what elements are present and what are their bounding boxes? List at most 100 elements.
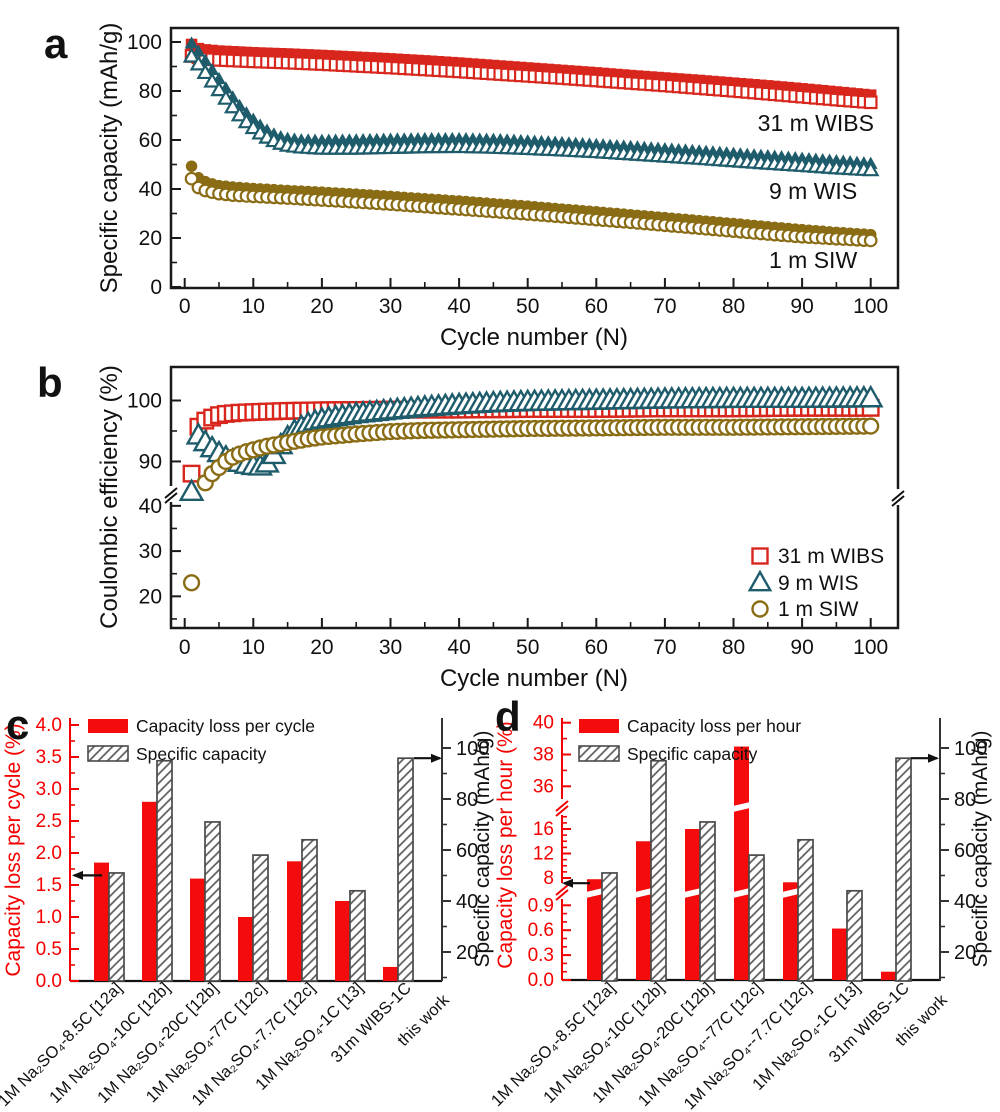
31-m-wibs-charge-marker [796, 83, 808, 95]
31-m-wibs-charge-marker [617, 69, 630, 81]
right-tick-label: 60 [456, 840, 478, 862]
31-m-wibs-charge-marker [432, 55, 445, 68]
y-tick-label: 30 [139, 540, 162, 563]
31-m-wibs-charge-marker [666, 72, 678, 85]
x-tick-label: 20 [310, 295, 333, 318]
31-m-wibs-charge-marker [508, 61, 520, 73]
31-m-wibs-charge-marker [398, 53, 410, 66]
31-m-wibs-discharge-marker [863, 95, 878, 110]
31-m-wibs-charge-marker [563, 65, 575, 77]
left-tick-label: 2.5 [36, 811, 62, 832]
31-m-wibs-charge-marker [515, 61, 527, 74]
capacity-bar-0 [601, 872, 618, 982]
left-tick-label: 4.0 [36, 715, 62, 736]
31-m-wibs-charge-marker [755, 79, 767, 92]
x-tick-label: 40 [447, 636, 470, 659]
axis-break-slash [164, 487, 178, 499]
capacity-bar-3 [748, 854, 765, 982]
bars [94, 757, 414, 982]
31-m-wibs-charge-marker [384, 53, 397, 65]
axis-break-slash [555, 805, 569, 817]
31-m-wibs-charge-marker [727, 77, 740, 89]
loss-bar-2 [685, 829, 700, 980]
31-m-wibs-charge-marker [864, 89, 877, 101]
legend-1-m-siw-label: 1 m SIW [778, 598, 859, 621]
panel-a-letter: a [44, 20, 68, 67]
left-tick-label: 3.0 [36, 779, 62, 800]
x-tick-label: 80 [722, 295, 745, 318]
bar-break-gap [635, 888, 652, 898]
capacity-bar-4 [301, 838, 318, 982]
31-m-wibs-charge-marker [638, 70, 651, 83]
31-m-wibs-charge-marker [391, 53, 404, 66]
31-m-wibs-charge-marker [254, 47, 266, 59]
capacity-bar-0 [108, 872, 125, 982]
31-m-wibs-charge-marker [439, 56, 452, 68]
31-m-wibs-charge-marker [295, 48, 308, 61]
x-tick-label: 100 [853, 295, 888, 318]
31-m-wibs-charge-marker [762, 80, 774, 92]
right-axis-arrow-head [431, 753, 442, 763]
x-tick-label: 0 [179, 636, 191, 659]
loss-bar-4 [783, 882, 798, 980]
31-m-wibs-charge-marker [597, 67, 609, 80]
31-m-wibs-charge-marker [604, 68, 616, 80]
31-m-wibs-charge-marker [851, 88, 863, 100]
31-m-wibs-charge-marker [233, 46, 246, 58]
31-m-wibs-charge-marker [494, 60, 507, 72]
legend-hatched-label: Specific capacity [627, 744, 758, 764]
31-m-wibs-charge-marker [316, 49, 328, 62]
bars [586, 746, 912, 982]
x-tick-label: 90 [790, 295, 813, 318]
axis-break-slash [555, 800, 569, 812]
9-m-wis-discharge-marker [244, 118, 263, 135]
series-annotation-9-m-wis: 9 m WIS [769, 178, 857, 204]
legend-hatched-swatch [578, 745, 620, 762]
31-m-wibs-charge-marker [775, 81, 788, 93]
9-m-wis-discharge-marker [210, 80, 228, 97]
x-tick-label: 10 [242, 295, 265, 318]
31-m-wibs-charge-marker [364, 52, 376, 64]
x-tick-label: 40 [447, 295, 470, 318]
y-axis-title: Coulombic efficiency (%) [96, 365, 123, 629]
31-m-wibs-charge-marker [707, 75, 719, 88]
31-m-wibs-charge-marker [206, 44, 218, 57]
right-axis-arrow-head [928, 753, 939, 763]
right-axis-title: Specific capacity (mAh/g) [471, 731, 494, 968]
y-tick-label: 0 [150, 276, 162, 299]
31-m-wibs-charge-marker [844, 87, 856, 100]
right-tick-label: 100 [456, 738, 489, 760]
31-m-wibs-charge-marker [631, 70, 644, 82]
axis-break-slash [891, 490, 905, 502]
capacity-bar-2 [699, 821, 716, 982]
31-m-wibs-charge-marker [535, 63, 548, 75]
31-m-wibs-charge-marker [816, 84, 829, 97]
panel-a-series-1-m-siw [184, 160, 878, 248]
9-m-wis-discharge-marker [237, 112, 256, 129]
bar-break-gap [733, 802, 750, 812]
capacity-bar-5 [846, 889, 863, 982]
9-m-wis-efficiency-marker [178, 478, 205, 502]
bar-break-gap [586, 888, 603, 898]
loss-bar-5 [832, 928, 847, 980]
31-m-wibs-charge-marker [569, 65, 582, 78]
31-m-wibs-charge-marker [789, 82, 801, 94]
left-axis-title: Capacity loss per hour (%) [494, 721, 517, 968]
9-m-wis-charge-marker [184, 36, 199, 49]
1-m-siw-charge-marker [185, 160, 198, 172]
31-m-wibs-charge-marker [837, 86, 850, 99]
9-m-wis-discharge-marker [223, 97, 242, 114]
31-m-wibs-charge-marker [748, 79, 760, 91]
y-tick-label: 80 [139, 80, 162, 103]
left-tick-label: 12 [533, 844, 554, 865]
legend-solid-label: Capacity loss per hour [627, 716, 801, 736]
left-axis-title: Capacity loss per cycle (%) [2, 723, 25, 976]
x-tick-label: 70 [653, 295, 676, 318]
right-tick-label: 60 [954, 840, 976, 862]
1-m-siw-discharge-marker [863, 233, 878, 248]
panel-b-series-1-m-siw [182, 417, 880, 592]
legend-solid-swatch [579, 719, 619, 733]
y-tick-label: 20 [139, 227, 162, 250]
